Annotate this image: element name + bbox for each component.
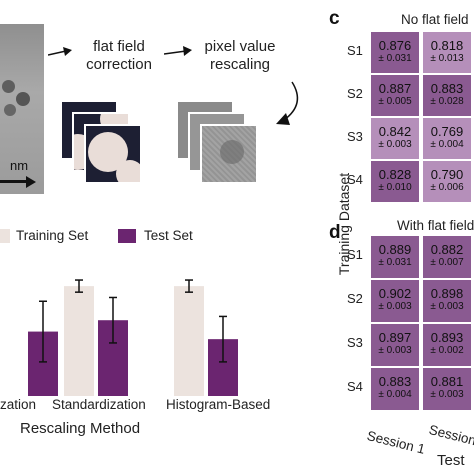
arrow-right-icon <box>164 46 192 56</box>
heatmap-cell-value: 0.897 <box>378 330 412 345</box>
heatmap-panel: c No flat field S1 0.876 ± 0.031 0.818 ± 0.0… <box>325 0 474 474</box>
heatmap-cell-value: 0.828 <box>378 167 412 182</box>
heatmap-ylabel-text: Training Dataset <box>336 172 352 276</box>
flat-field-line2: correction <box>86 56 152 73</box>
legend-swatch-training <box>0 229 10 243</box>
heatmap-cell-value: 0.889 <box>378 242 412 257</box>
heatmap-cell: 0.769 ± 0.004 <box>423 118 471 159</box>
heatmap-cell-value: 0.883 <box>378 374 412 389</box>
heatmap-cell-error: ± 0.003 <box>378 301 412 312</box>
heatmap-cell: 0.893 ± 0.002 <box>423 324 471 366</box>
bar-legend: Training Set Test Set <box>0 226 320 248</box>
heatmap-cell-value: 0.902 <box>378 286 412 301</box>
heatmap-cell: 0.889 ± 0.031 <box>371 236 419 278</box>
heatmap-cell: 0.818 ± 0.013 <box>423 32 471 73</box>
heatmap-cell-value: 0.876 <box>378 38 412 53</box>
heatmap-row-label: S1 <box>347 43 363 58</box>
heatmap-cell-value: 0.887 <box>378 81 412 96</box>
heatmap-cell-error: ± 0.010 <box>378 182 412 193</box>
scale-arrow-icon <box>26 176 36 188</box>
heatmap-cell-error: ± 0.031 <box>378 257 412 268</box>
rescaling-line2: rescaling <box>209 56 271 73</box>
heatmap-cell-value: 0.769 <box>430 124 464 139</box>
scale-bar <box>0 180 26 183</box>
heatmap-ylabel: Training Dataset <box>336 159 356 289</box>
heatmap-cell-error: ± 0.003 <box>430 389 464 400</box>
heatmap-cell-error: ± 0.031 <box>378 53 412 64</box>
legend-swatch-test <box>118 229 136 243</box>
micrograph-image <box>0 24 44 194</box>
heatmap-xlabel: Test <box>437 452 465 469</box>
curved-arrow-icon <box>276 81 299 125</box>
heatmap-cell-value: 0.898 <box>430 286 464 301</box>
panel-label-d: d <box>329 222 341 243</box>
legend-label-training: Training Set <box>16 228 89 243</box>
heatmap-cell: 0.887 ± 0.005 <box>371 75 419 116</box>
tick-label-histogram: Histogram-Based <box>166 397 271 412</box>
heatmap-cell-value: 0.790 <box>430 167 464 182</box>
legend-label-test: Test Set <box>144 228 193 243</box>
heatmap-cell: 0.882 ± 0.007 <box>423 236 471 278</box>
heatmap-cell-error: ± 0.013 <box>430 53 464 64</box>
heatmap-cell-value: 0.893 <box>430 330 464 345</box>
tick-label-normalization: zation <box>0 397 37 412</box>
heatmap-cell-error: ± 0.003 <box>430 301 464 312</box>
heatmap-row-label: S2 <box>347 86 363 101</box>
heatmap-cell-value: 0.883 <box>430 81 464 96</box>
heatmap-cell-error: ± 0.028 <box>430 96 464 107</box>
flat-field-step-label: flat field correction <box>74 38 164 74</box>
col-label-session2: Session <box>427 422 474 449</box>
heatmap-c-title: No flat field <box>401 12 469 27</box>
flat-field-line1: flat field <box>93 38 145 55</box>
heatmap-cell: 0.876 ± 0.031 <box>371 32 419 73</box>
heatmap-cell: 0.898 ± 0.003 <box>423 280 471 322</box>
heatmap-cell-value: 0.882 <box>430 242 464 257</box>
heatmap-cell: 0.897 ± 0.003 <box>371 324 419 366</box>
heatmap-row-label: S2 <box>347 291 363 306</box>
heatmap-cell: 0.828 ± 0.010 <box>371 161 419 202</box>
heatmap-cell-value: 0.881 <box>430 374 464 389</box>
heatmap-cell-value: 0.842 <box>378 124 412 139</box>
heatmap-cell-value: 0.818 <box>430 38 464 53</box>
bar-training <box>64 286 94 396</box>
heatmap-row-label: S4 <box>347 379 363 394</box>
heatmap-with-flat-field: S1 0.889 ± 0.031 0.882 ± 0.007 S2 0.902 ± 0.003… <box>347 236 474 414</box>
heatmap-cell-error: ± 0.004 <box>430 139 464 150</box>
arrow-right-icon <box>48 47 72 56</box>
heatmap-cell-error: ± 0.004 <box>378 389 412 400</box>
rescaling-line1: pixel value <box>204 38 276 55</box>
heatmap-cell-error: ± 0.007 <box>430 257 464 268</box>
bar-chart-tick-labels: zation Standardization Histogram-Based <box>0 397 320 417</box>
heatmap-cell: 0.902 ± 0.003 <box>371 280 419 322</box>
rescaling-step-label: pixel value rescaling <box>190 38 290 74</box>
col-label-session1: Session 1 <box>365 428 427 457</box>
heatmap-cell-error: ± 0.003 <box>378 139 412 150</box>
bar-chart <box>28 279 238 396</box>
tick-label-standardization: Standardization <box>52 397 146 412</box>
heatmap-row-label: S3 <box>347 129 363 144</box>
bar-training <box>174 286 204 396</box>
heatmap-cell: 0.790 ± 0.006 <box>423 161 471 202</box>
heatmap-d-title: With flat field <box>397 218 474 233</box>
heatmap-row-label: S4 <box>347 172 363 187</box>
heatmap-cell: 0.883 ± 0.028 <box>423 75 471 116</box>
heatmap-cell-error: ± 0.002 <box>430 345 464 356</box>
scale-bar-label: nm <box>10 158 29 173</box>
heatmap-cell: 0.883 ± 0.004 <box>371 368 419 410</box>
bar-chart-xlabel: Rescaling Method <box>20 420 141 437</box>
heatmap-cell-error: ± 0.005 <box>378 96 412 107</box>
heatmap-cell: 0.842 ± 0.003 <box>371 118 419 159</box>
heatmap-cell-error: ± 0.003 <box>378 345 412 356</box>
pipeline-figure: nm flat field correction pixel value res… <box>0 0 320 200</box>
rescaled-stack <box>176 100 276 200</box>
mask-stack <box>60 100 160 200</box>
heatmap-cell-error: ± 0.006 <box>430 182 464 193</box>
heatmap-row-label: S3 <box>347 335 363 350</box>
heatmap-row-label: S1 <box>347 247 363 262</box>
panel-label-c: c <box>329 8 340 29</box>
heatmap-no-flat-field: S1 0.876 ± 0.031 0.818 ± 0.013 S2 0.887 ± 0.005… <box>347 32 474 204</box>
heatmap-cell: 0.881 ± 0.003 <box>423 368 471 410</box>
